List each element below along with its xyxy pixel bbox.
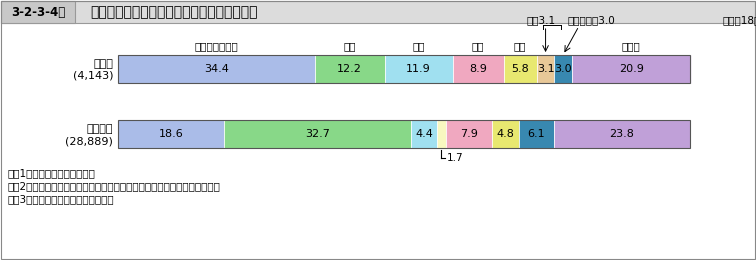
Text: 4.8: 4.8 [496, 129, 514, 139]
Text: 3　（　）内は，実人員である。: 3 （ ）内は，実人員である。 [8, 194, 115, 204]
Text: 加入者: 加入者 [93, 59, 113, 69]
Bar [453, 55, 503, 83]
Text: 道路交通法3.0: 道路交通法3.0 [567, 15, 615, 25]
Bar [446, 120, 491, 148]
Bar [491, 120, 519, 148]
Text: 12.2: 12.2 [337, 64, 362, 74]
Text: その他: その他 [622, 41, 641, 51]
Bar [554, 120, 690, 148]
Text: 8.9: 8.9 [469, 64, 487, 74]
Text: 恐喝: 恐喝 [472, 41, 485, 51]
Text: 覚せい剤取締法: 覚せい剤取締法 [194, 41, 238, 51]
Bar [385, 55, 453, 83]
Bar [118, 120, 225, 148]
Text: 4.4: 4.4 [415, 129, 433, 139]
Bar [1, 1, 75, 23]
Text: 非加入者: 非加入者 [86, 124, 113, 134]
Text: 20.9: 20.9 [619, 64, 644, 74]
Text: 32.7: 32.7 [305, 129, 330, 139]
Text: （平成18年）: （平成18年） [723, 15, 756, 25]
Text: 新受刑者中の暴力団加入者等の罪名別構成比: 新受刑者中の暴力団加入者等の罪名別構成比 [90, 5, 258, 19]
Bar [537, 55, 554, 83]
Text: 34.4: 34.4 [204, 64, 229, 74]
Text: 5.8: 5.8 [511, 64, 529, 74]
Text: 3-2-3-4図: 3-2-3-4図 [11, 5, 65, 18]
Text: 23.8: 23.8 [609, 129, 634, 139]
Bar [1, 1, 755, 23]
Text: 傷害: 傷害 [412, 41, 425, 51]
Text: 注　1　矯正統計年報による。: 注 1 矯正統計年報による。 [8, 168, 96, 178]
Bar [503, 55, 537, 83]
Text: 2　「その他」は暴力行為等処罰法違反，銃刀法違反，殺人等である。: 2 「その他」は暴力行為等処罰法違反，銃刀法違反，殺人等である。 [8, 181, 221, 191]
Bar [118, 120, 690, 148]
Bar [519, 120, 554, 148]
Text: 強盗3.1: 強盗3.1 [526, 15, 555, 25]
Bar [314, 55, 385, 83]
Text: 18.6: 18.6 [159, 129, 184, 139]
Text: 11.9: 11.9 [406, 64, 431, 74]
Bar [437, 120, 446, 148]
Text: 3.0: 3.0 [554, 64, 572, 74]
Bar [118, 55, 690, 83]
Text: (4,143): (4,143) [73, 71, 113, 81]
Bar [572, 55, 691, 83]
Bar [411, 120, 437, 148]
Text: 1.7: 1.7 [447, 153, 463, 163]
Bar [118, 55, 314, 83]
Text: 6.1: 6.1 [528, 129, 545, 139]
Text: 3.1: 3.1 [537, 64, 554, 74]
Text: (28,889): (28,889) [65, 136, 113, 146]
Text: 窃盗: 窃盗 [343, 41, 356, 51]
Bar [225, 120, 411, 148]
Text: 詐欺: 詐欺 [514, 41, 526, 51]
Bar [554, 55, 572, 83]
Text: 7.9: 7.9 [460, 129, 478, 139]
